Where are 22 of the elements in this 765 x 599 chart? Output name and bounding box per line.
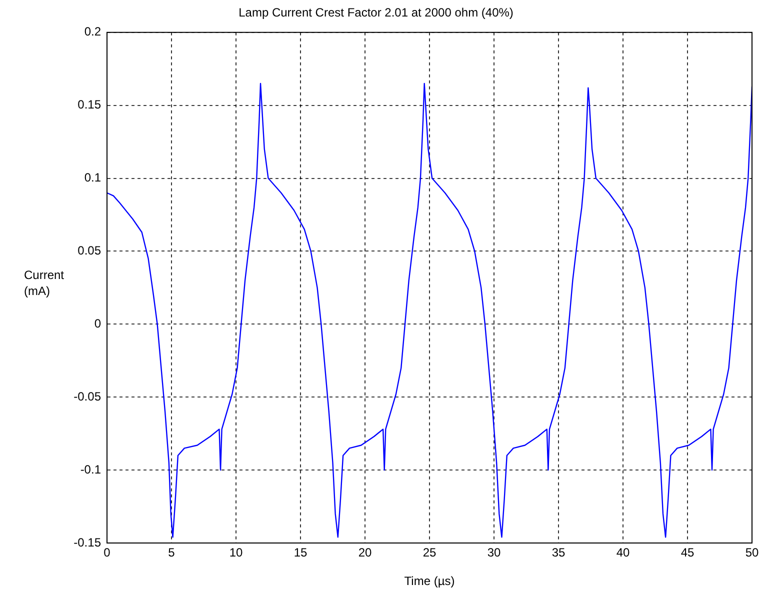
y-axis-title: Current (mA)	[24, 268, 65, 298]
x-tick-label: 25	[422, 546, 436, 560]
x-tick-label: 30	[487, 546, 501, 560]
x-axis-title: Time (µs)	[404, 574, 455, 588]
x-tick-label: 50	[745, 546, 759, 560]
x-tick-label: 40	[616, 546, 630, 560]
y-tick-label: 0.1	[84, 170, 102, 185]
x-tick-label: 10	[229, 546, 243, 560]
chart-title: Lamp Current Crest Factor 2.01 at 2000 ohm (40%)	[238, 6, 514, 20]
x-tick-label: 20	[358, 546, 372, 560]
x-tick-label: 0	[104, 546, 111, 560]
y-tick-label: -0.05	[74, 389, 102, 404]
y-tick-label: 0	[94, 316, 102, 330]
x-tick-label: 45	[680, 546, 694, 560]
y-tick-label: -0.15	[74, 535, 102, 550]
y-tick-label: 0.05	[78, 244, 102, 258]
x-tick-label: 35	[552, 546, 566, 560]
y-tick-label: 0.2	[84, 24, 102, 39]
x-tick-label: 15	[294, 546, 308, 560]
x-tick-label: 5	[168, 546, 176, 560]
y-tick-label: 0.15	[78, 98, 102, 112]
y-tick-label: -0.1	[80, 462, 102, 476]
